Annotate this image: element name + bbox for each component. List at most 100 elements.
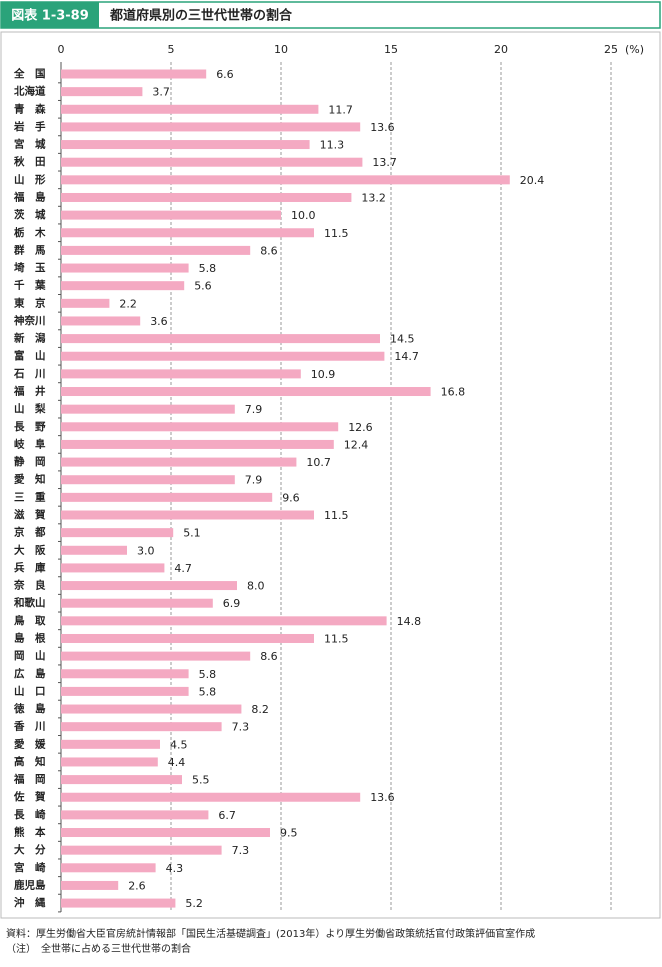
bar (61, 122, 361, 132)
value-label: 11.5 (324, 632, 349, 645)
value-label: 12.6 (348, 421, 373, 434)
bar (61, 475, 235, 485)
y-tick-label: 群 馬 (14, 243, 46, 256)
bar (61, 492, 273, 502)
value-label: 13.6 (370, 791, 395, 804)
value-label: 2.6 (128, 879, 146, 892)
bar (61, 281, 185, 291)
y-tick-label: 青 森 (14, 102, 46, 115)
y-tick-label: 京 都 (14, 526, 46, 539)
chart-title: 都道府県別の三世代世帯の割合 (109, 8, 293, 24)
x-tick-label: 25 (604, 43, 618, 56)
y-tick-label: 岐 阜 (14, 437, 46, 450)
value-label: 4.7 (174, 562, 192, 575)
y-tick-label: 香 川 (13, 720, 46, 733)
y-tick-label: 広 島 (14, 667, 46, 680)
y-tick-label: 全 国 (13, 67, 46, 80)
bar (61, 263, 189, 273)
bar (61, 87, 143, 97)
y-tick-label: 神奈川 (14, 314, 46, 327)
value-label: 8.6 (260, 650, 278, 663)
x-tick-label: 10 (274, 43, 288, 56)
value-label: 6.6 (216, 68, 234, 81)
y-tick-label: 宮 崎 (14, 861, 46, 874)
bar (61, 210, 281, 220)
x-unit: (%) (625, 43, 644, 56)
y-tick-label: 茨 城 (14, 208, 46, 221)
bar (61, 739, 160, 749)
value-label: 5.1 (183, 527, 201, 540)
bar (61, 616, 387, 626)
y-tick-label: 山 形 (14, 173, 46, 186)
bar (61, 457, 297, 467)
bar (61, 633, 314, 643)
value-label: 9.5 (280, 827, 298, 840)
bar (61, 669, 189, 679)
value-label: 2.2 (119, 297, 136, 310)
y-tick-label: 鹿児島 (14, 878, 46, 891)
y-tick-label: 奈 良 (13, 579, 46, 592)
value-label: 10.7 (306, 456, 331, 469)
x-tick-label: 20 (494, 43, 508, 56)
value-label: 9.6 (282, 491, 300, 504)
y-tick-label: 石 川 (13, 368, 46, 380)
source-note: 資料：厚生労働省大臣官房統計情報部「国民生活基礎調査」(2013年）より厚生労働… (6, 929, 536, 940)
bar (61, 316, 141, 326)
bar (61, 845, 222, 855)
bar (61, 228, 314, 238)
bar (61, 775, 182, 785)
header-frame (0, 1, 661, 29)
y-tick-label: 高 知 (14, 755, 46, 768)
y-tick-label: 山 梨 (14, 402, 46, 415)
bar (61, 334, 380, 344)
y-tick-label: 島 根 (14, 631, 46, 644)
bar (61, 863, 156, 873)
y-tick-label: 北海道 (14, 85, 46, 98)
value-label: 11.5 (324, 227, 349, 240)
y-tick-label: 大 分 (14, 843, 46, 856)
value-label: 3.6 (150, 315, 168, 328)
header-label-box (1, 2, 99, 28)
bar (61, 528, 174, 538)
value-label: 11.3 (320, 139, 345, 152)
bar (61, 757, 158, 767)
bar (61, 245, 251, 255)
value-label: 11.5 (324, 509, 349, 522)
value-label: 5.8 (199, 685, 217, 698)
y-tick-label: 栃 木 (14, 226, 46, 239)
bar (61, 686, 189, 696)
bar (61, 175, 510, 185)
value-label: 5.5 (192, 774, 210, 787)
value-label: 6.7 (218, 809, 236, 822)
value-label: 5.2 (185, 897, 203, 910)
value-label: 4.5 (170, 738, 188, 751)
value-label: 13.7 (372, 156, 397, 169)
x-tick-label: 5 (168, 43, 175, 56)
figure-label: 図表 1-3-89 (11, 8, 89, 24)
y-tick-label: 愛 知 (14, 473, 46, 486)
y-tick-label: 静 岡 (14, 455, 46, 468)
bar (61, 563, 165, 573)
value-label: 4.3 (166, 862, 184, 875)
y-tick-label: 三 重 (14, 490, 46, 503)
y-tick-label: 長 崎 (14, 808, 46, 821)
y-tick-label: 大 阪 (14, 543, 46, 556)
bar (61, 298, 110, 308)
value-label: 12.4 (344, 438, 369, 451)
bar (61, 387, 431, 397)
bar (61, 598, 213, 608)
value-label: 8.2 (251, 703, 269, 716)
value-label: 3.7 (152, 86, 170, 99)
bar (61, 192, 352, 202)
bar (61, 140, 310, 150)
value-label: 13.6 (370, 121, 395, 134)
value-label: 7.3 (232, 844, 250, 857)
value-label: 3.0 (137, 544, 155, 557)
y-tick-label: 東 京 (14, 296, 46, 309)
y-tick-label: 和歌山 (13, 596, 46, 609)
value-label: 4.4 (168, 756, 186, 769)
y-tick-label: 宮 城 (14, 138, 46, 151)
value-label: 7.9 (245, 474, 262, 487)
y-tick-label: 新 潟 (14, 332, 46, 345)
x-tick-label: 15 (384, 43, 398, 56)
